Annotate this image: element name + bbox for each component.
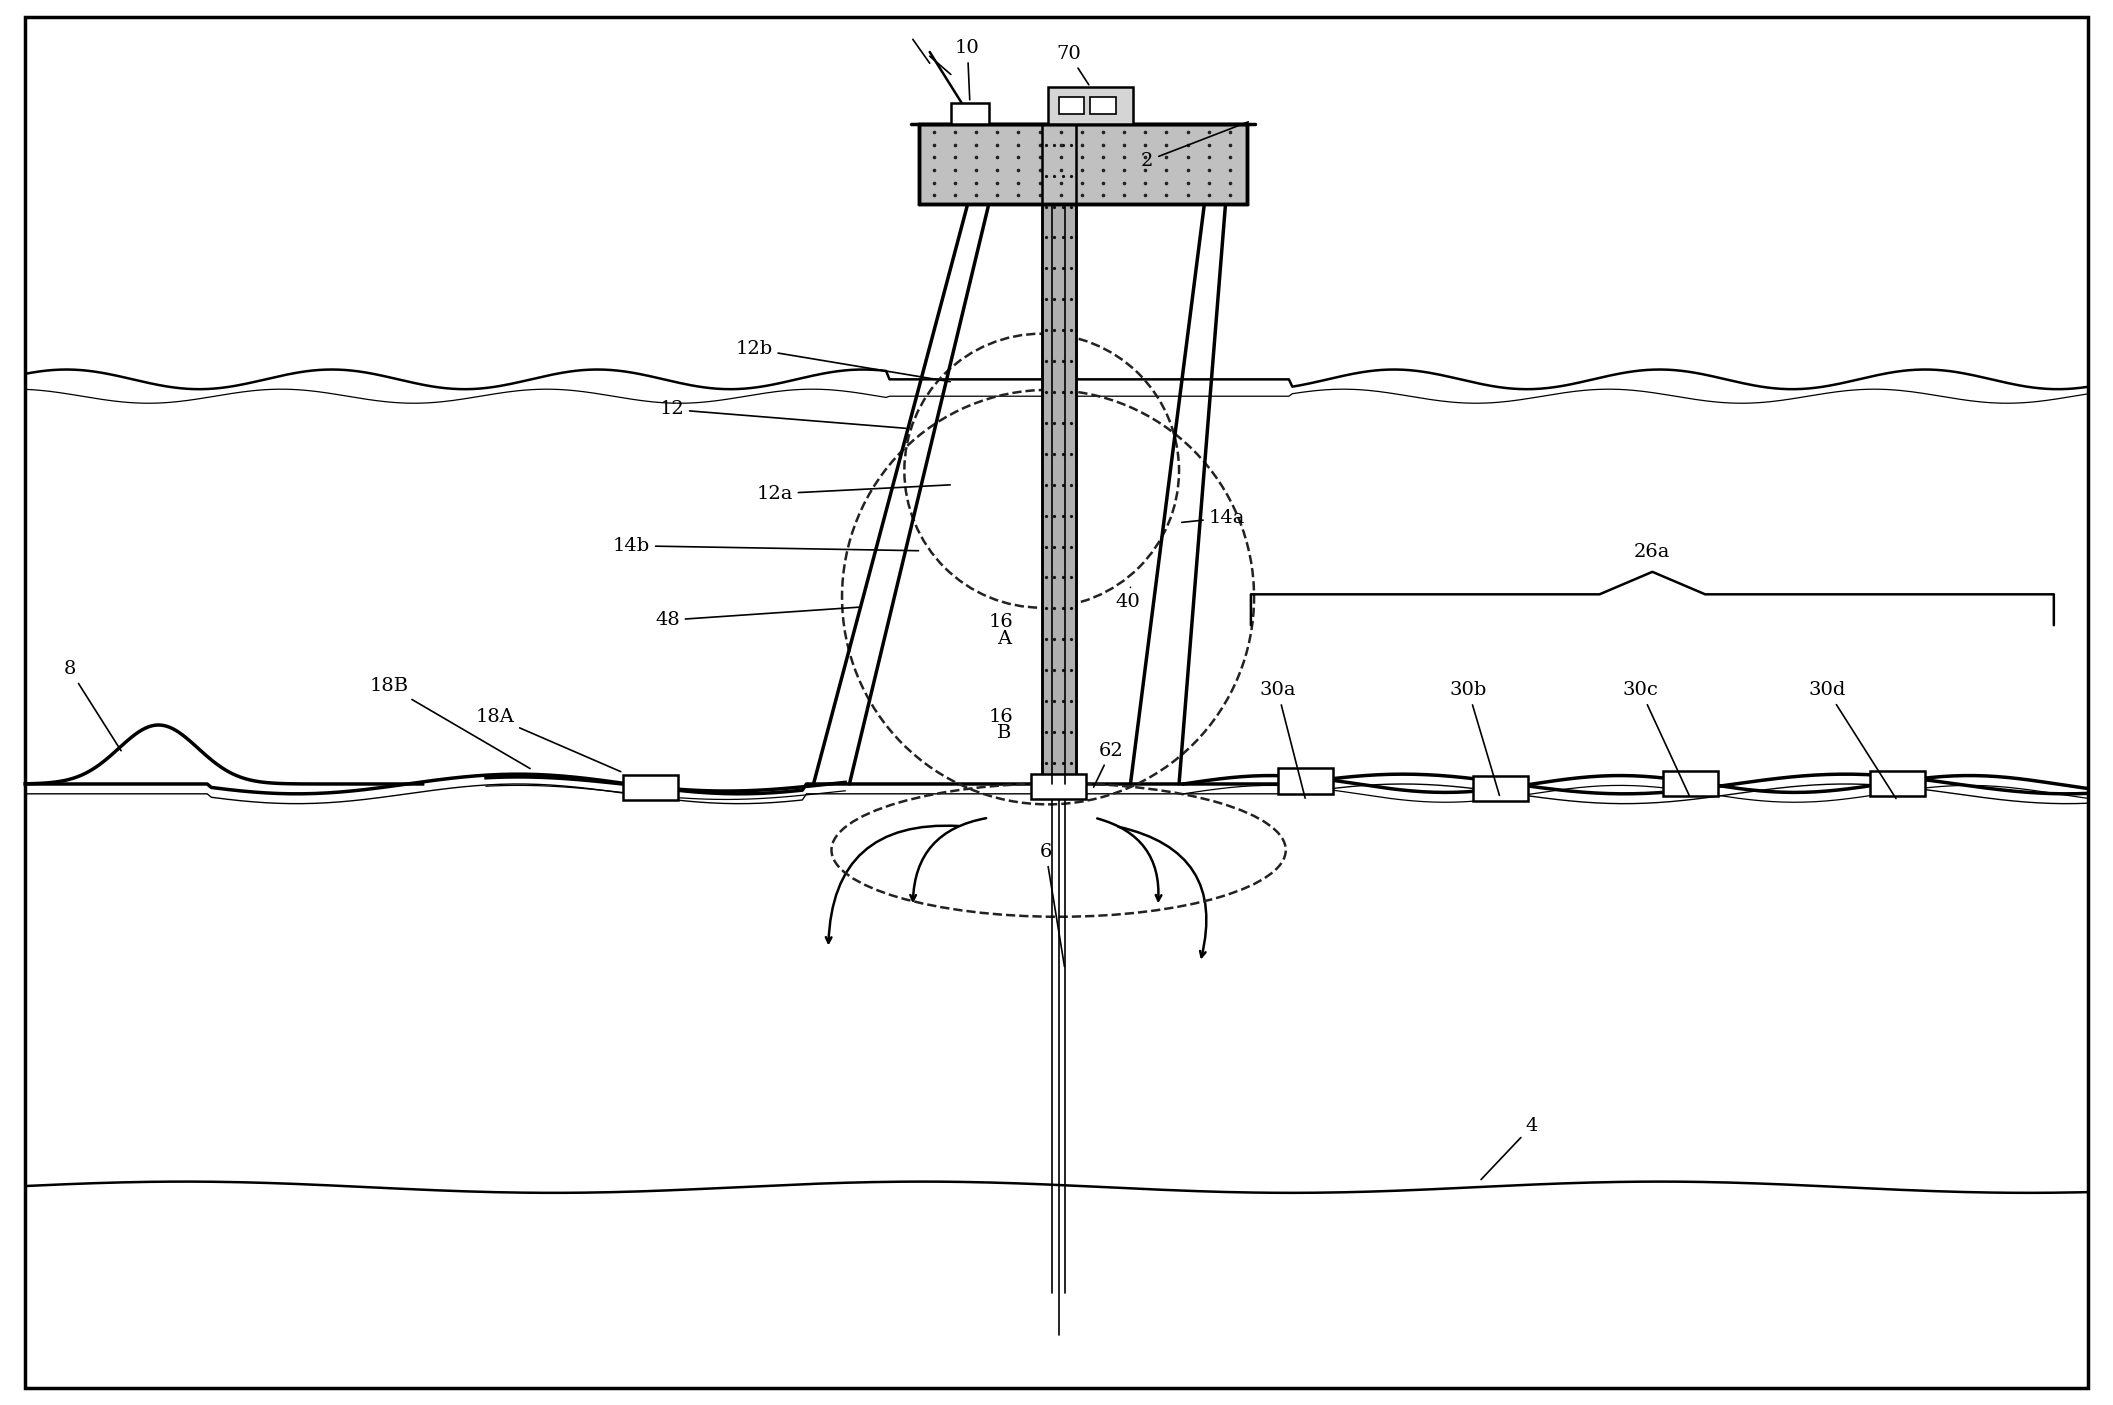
Text: 14a: 14a [1181, 509, 1245, 527]
Text: 30d: 30d [1809, 681, 1895, 798]
Bar [1870, 771, 1925, 797]
Bar [1042, 124, 1076, 784]
Text: 62: 62 [1095, 742, 1124, 787]
Bar [1663, 771, 1718, 797]
Text: 2: 2 [1141, 122, 1249, 170]
Text: 30a: 30a [1259, 681, 1306, 798]
Text: 30b: 30b [1450, 681, 1500, 795]
Text: 4: 4 [1481, 1117, 1538, 1180]
Bar [1473, 776, 1528, 801]
Text: 12a: 12a [756, 485, 951, 503]
Text: 6: 6 [1040, 843, 1065, 967]
Text: 30c: 30c [1623, 681, 1688, 795]
Text: 48: 48 [655, 607, 860, 629]
Text: 40: 40 [1116, 587, 1141, 611]
Text: A: A [997, 631, 1012, 648]
Bar [951, 103, 989, 124]
Bar [1048, 87, 1133, 124]
Text: 12: 12 [659, 400, 906, 429]
Bar [623, 774, 678, 799]
Text: 70: 70 [1056, 45, 1088, 84]
Bar [919, 124, 1247, 204]
Text: 18A: 18A [475, 708, 621, 771]
Text: 18B: 18B [370, 677, 530, 769]
Text: 16: 16 [989, 614, 1014, 631]
Bar [1090, 97, 1116, 114]
Bar [1059, 97, 1084, 114]
Bar [1031, 774, 1086, 799]
Text: 26a: 26a [1633, 544, 1671, 561]
Text: B: B [997, 725, 1012, 742]
Text: 8: 8 [63, 660, 120, 750]
Bar [1278, 769, 1333, 794]
Text: 12b: 12b [735, 340, 951, 382]
Text: 14b: 14b [613, 537, 919, 555]
Text: 16: 16 [989, 708, 1014, 725]
Text: 10: 10 [955, 39, 980, 100]
